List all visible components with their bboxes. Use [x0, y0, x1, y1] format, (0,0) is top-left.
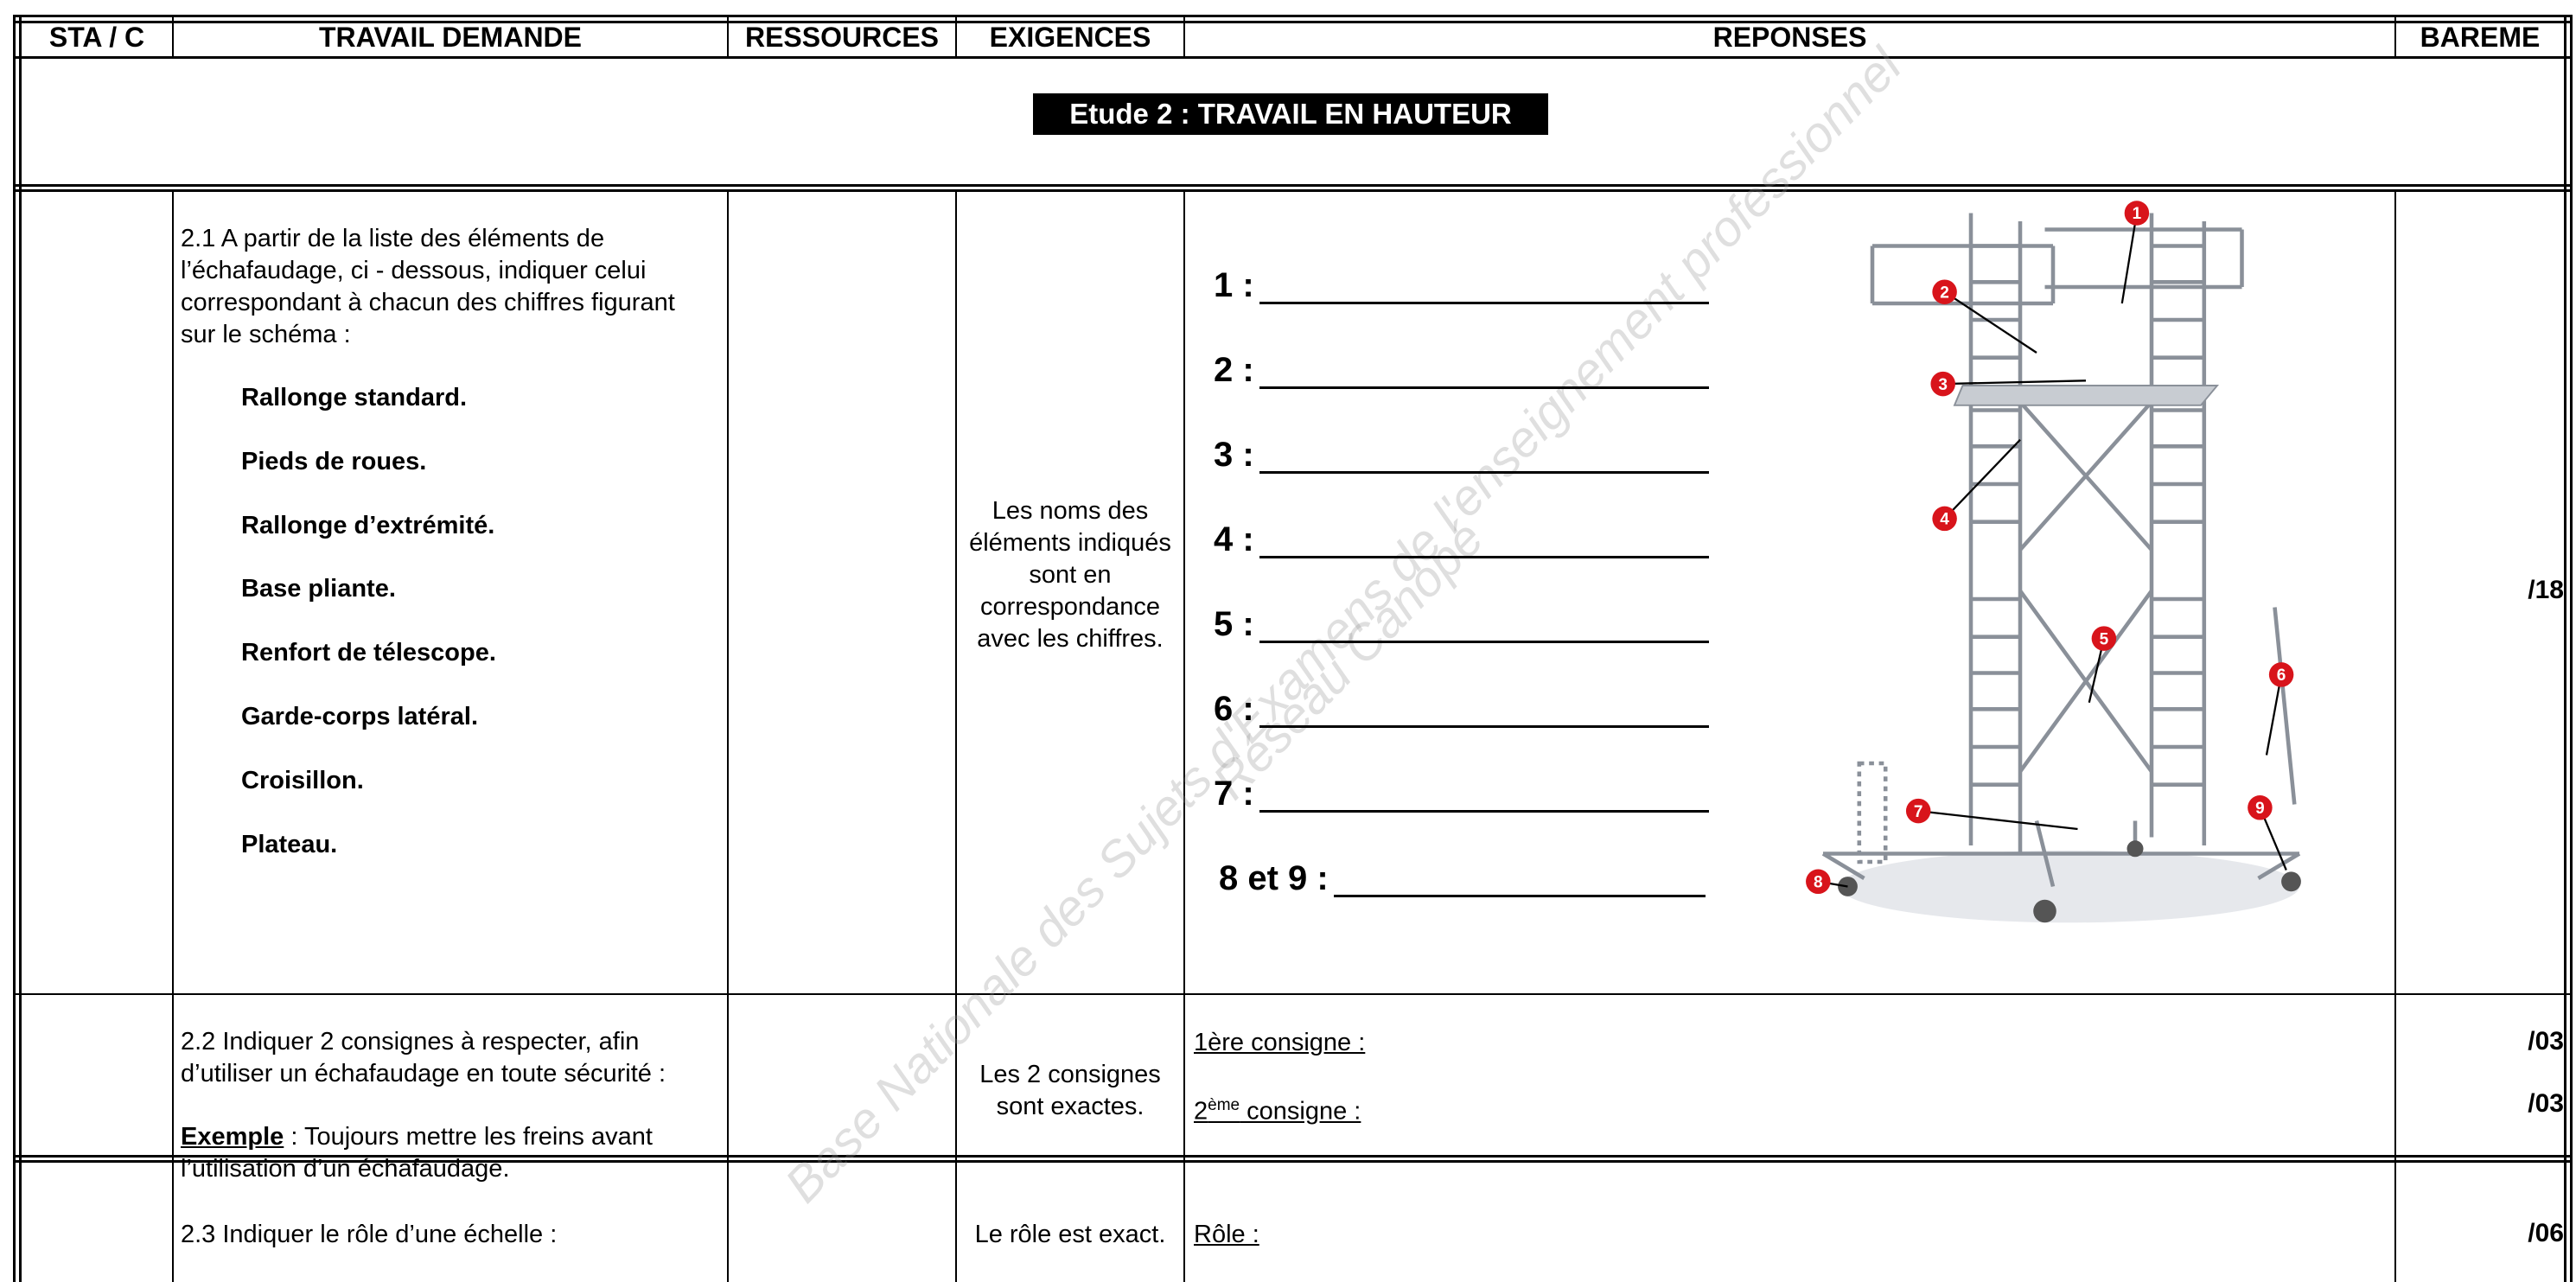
callout-number: 5 [2100, 630, 2109, 648]
callout-number: 9 [2255, 800, 2265, 818]
answer-row: 3 : [1214, 436, 1709, 474]
answer-text: consigne : [1240, 1097, 1361, 1126]
callout-number: 3 [1938, 376, 1948, 394]
answer-label: 1ère consigne : [1194, 1029, 1366, 1056]
column-header: STA / C [48, 22, 145, 53]
score: /03 [2528, 1089, 2564, 1118]
element-item: Rallonge d’extrémité. [241, 512, 495, 539]
column-header: BAREME [2420, 22, 2541, 53]
answer-row: 7 : [1214, 775, 1709, 813]
answer-label: 8 et 9 : [1219, 859, 1329, 897]
answer-label: 2ème consigne : [1194, 1089, 1361, 1128]
column-header: TRAVAIL DEMANDE [319, 22, 582, 53]
element-item: Rallonge standard. [241, 384, 468, 411]
answer-line [1259, 526, 1709, 558]
callout-marker [1932, 279, 1957, 304]
answer-label: 2 : [1214, 351, 1254, 389]
element-item: Base pliante. [241, 575, 396, 603]
callout-marker [1932, 506, 1957, 532]
answer-label: 7 : [1214, 775, 1254, 813]
answer-label: Rôle : [1194, 1221, 1259, 1248]
answer-line [1259, 272, 1709, 304]
task-text: 2.3 Indiquer le rôle d’une échelle : [181, 1221, 558, 1248]
answer-row: 4 : [1214, 520, 1709, 558]
answer-row: 2 : [1214, 351, 1709, 389]
column-header: EXIGENCES [989, 22, 1151, 53]
task-text: 2.2 Indiquer 2 consignes à respecter, af… [181, 1028, 666, 1087]
answer-line [1259, 442, 1709, 474]
task-text: 2.1 A partir de la liste des éléments de… [181, 225, 675, 348]
callout-marker [2268, 662, 2294, 687]
requirement: Le rôle est exact. [974, 1221, 1166, 1248]
callout-marker [1806, 869, 1831, 895]
score: /06 [2528, 1219, 2564, 1247]
callout-number: 8 [1814, 873, 1823, 891]
element-item: Croisillon. [241, 767, 364, 794]
callout-number: 1 [2133, 205, 2142, 223]
callout-number: 2 [1940, 284, 1949, 302]
element-item: Renfort de télescope. [241, 639, 496, 667]
callout-marker [2248, 795, 2273, 820]
ordinal: 2 [1194, 1097, 1208, 1126]
requirement: Les 2 consignes sont exactes. [979, 1061, 1161, 1120]
answer-label: 6 : [1214, 690, 1254, 728]
example-label: Exemple [181, 1123, 284, 1151]
answer-label: 5 : [1214, 605, 1254, 643]
answer-row: 1 : [1214, 266, 1709, 304]
callout-marker [2124, 201, 2150, 226]
element-item: Garde-corps latéral. [241, 703, 478, 730]
element-item: Plateau. [241, 831, 338, 858]
answer-row: 8 et 9 : [1219, 859, 1706, 897]
example-body: : Toujours mettre les freins avant l’uti… [181, 1123, 653, 1183]
callout-number: 4 [1940, 511, 1949, 529]
callout-marker [1930, 371, 1955, 397]
callout-marker [1905, 798, 1931, 824]
callout-marker [2091, 626, 2117, 651]
answer-row: 5 : [1214, 605, 1709, 643]
requirement: Les noms des éléments indiqués sont en c… [969, 497, 1171, 653]
score: /03 [2528, 1027, 2564, 1056]
answer-label: 3 : [1214, 436, 1254, 474]
answer-label: 4 : [1214, 520, 1254, 558]
callout-number: 6 [2277, 667, 2286, 685]
column-header: RESSOURCES [744, 22, 940, 53]
column-header: REPONSES [1712, 22, 1867, 53]
answer-line [1259, 357, 1709, 389]
answer-line [1333, 865, 1706, 897]
ordinal-suffix: ème [1208, 1096, 1240, 1114]
answer-label: 1 : [1214, 266, 1254, 304]
answer-line [1259, 611, 1709, 643]
answer-line [1259, 781, 1709, 813]
scaffold-diagram: 1 2 3 4 5 6 7 8 9 [1806, 201, 2301, 923]
section-title: Etude 2 : TRAVAIL EN HAUTEUR [1033, 93, 1548, 135]
callout-number: 7 [1914, 803, 1923, 821]
answer-row: 6 : [1214, 690, 1709, 728]
answer-line [1259, 696, 1709, 728]
score: /18 [2528, 576, 2564, 604]
element-item: Pieds de roues. [241, 448, 427, 475]
example-text: Exemple : Toujours mettre les freins ava… [181, 1121, 725, 1185]
